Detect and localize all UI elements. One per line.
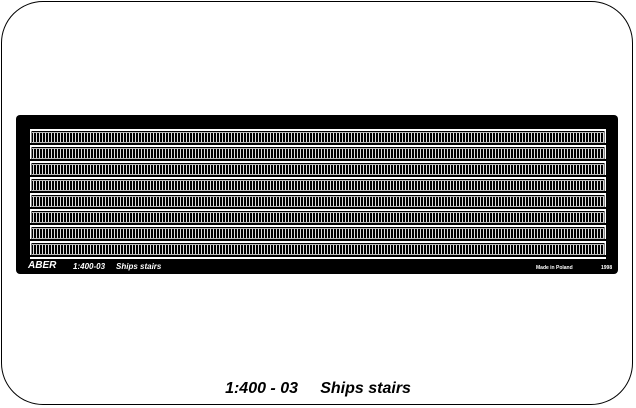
ladder-rungs	[32, 197, 604, 206]
ladder-strip	[30, 129, 606, 143]
ladder-end	[604, 131, 606, 143]
ladder-rail	[30, 209, 606, 211]
ladder-stringer	[32, 244, 604, 245]
caption-code: 1:400 - 03	[225, 380, 298, 397]
ladder-rail	[30, 129, 606, 131]
ladder-end	[604, 147, 606, 159]
ladder-rail	[30, 177, 606, 179]
ladder-stringer	[32, 148, 604, 149]
ladder-rungs	[32, 149, 604, 158]
ladder-strip	[30, 145, 606, 159]
ladder-stringer	[32, 206, 604, 207]
ladder-strip	[30, 209, 606, 223]
ladder-end	[604, 227, 606, 239]
ladder-end	[30, 195, 32, 207]
ladder-end	[30, 227, 32, 239]
ladder-stringer	[32, 212, 604, 213]
ladder-end	[30, 211, 32, 223]
ladder-strip	[30, 193, 606, 207]
ladder-rungs	[32, 165, 604, 174]
ladder-rail	[30, 257, 606, 259]
ladder-rungs	[32, 133, 604, 142]
ladder-end	[604, 243, 606, 255]
ladder-strip	[30, 161, 606, 175]
caption: 1:400 - 03 Ships stairs	[0, 380, 636, 398]
ladder-end	[604, 179, 606, 191]
ladder-stringer	[32, 238, 604, 239]
ladder-end	[30, 163, 32, 175]
product-name-label: Ships stairs	[116, 262, 162, 271]
ladder-rungs	[32, 245, 604, 254]
ladder-end	[30, 131, 32, 143]
ladder-stringer	[32, 164, 604, 165]
year-label: 1998	[601, 265, 613, 271]
ladder-stringer	[32, 196, 604, 197]
ladder-end	[604, 195, 606, 207]
made-in-label: Made in Poland	[536, 265, 573, 271]
ladder-rail	[30, 193, 606, 195]
ladder-stringer	[32, 190, 604, 191]
photo-etch-fret: ABER 1:400-03 Ships stairs Made in Polan…	[16, 115, 618, 274]
ladder-stringer	[32, 158, 604, 159]
product-code-label: 1:400-03	[73, 262, 106, 271]
ladder-end	[30, 243, 32, 255]
ladder-end	[604, 211, 606, 223]
ladder-end	[604, 163, 606, 175]
ladder-stringer	[32, 222, 604, 223]
brand-label: ABER	[28, 260, 57, 271]
ladder-stringer	[32, 180, 604, 181]
ladder-rungs	[32, 229, 604, 238]
ladder-rail	[30, 161, 606, 163]
ladder-rail	[30, 225, 606, 227]
ladder-stringer	[32, 174, 604, 175]
ladder-stringer	[32, 228, 604, 229]
caption-title: Ships stairs	[320, 380, 411, 397]
ladder-end	[30, 179, 32, 191]
ladder-strips	[30, 129, 606, 259]
ladder-rungs	[32, 181, 604, 190]
ladder-rail	[30, 145, 606, 147]
ladder-strip	[30, 177, 606, 191]
ladder-strip	[30, 241, 606, 255]
ladder-rail	[30, 241, 606, 243]
ladder-end	[30, 147, 32, 159]
ladder-stringer	[32, 132, 604, 133]
ladder-stringer	[32, 142, 604, 143]
ladder-strip	[30, 225, 606, 239]
ladder-rungs	[32, 213, 604, 222]
ladder-stringer	[32, 254, 604, 255]
